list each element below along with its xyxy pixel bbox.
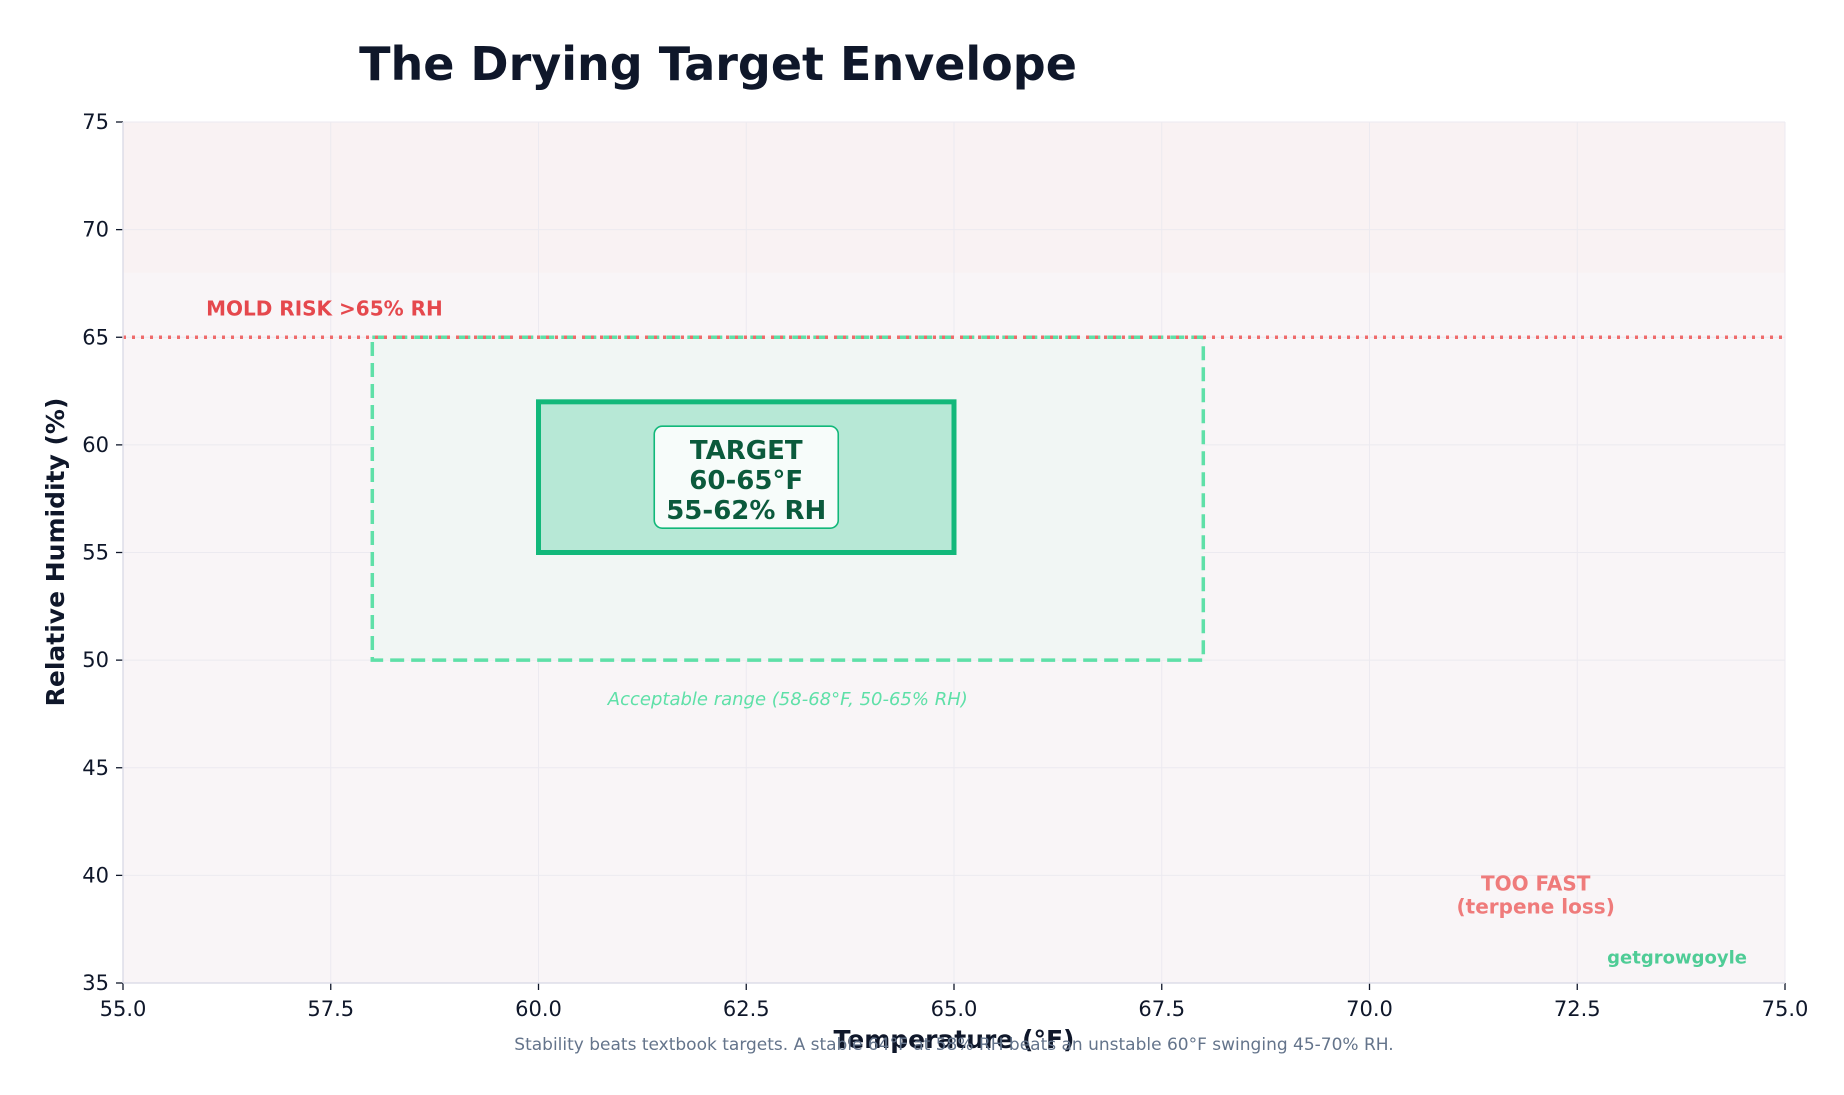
brand-watermark: getgrowgoyle bbox=[1607, 948, 1747, 969]
acceptable-range-label: Acceptable range (58-68°F, 50-65% RH) bbox=[607, 689, 968, 710]
x-axis-label: Temperature (°F) bbox=[834, 1025, 1075, 1054]
x-tick-labels: 55.0 57.5 60.0 62.5 65.0 67.5 70.0 72.5 75.0 bbox=[100, 997, 1809, 1021]
x-tick-label: 65.0 bbox=[931, 997, 978, 1021]
y-tick-label: 60 bbox=[82, 433, 109, 457]
x-tick-label: 62.5 bbox=[723, 997, 770, 1021]
y-tick-label: 55 bbox=[82, 541, 109, 565]
axes bbox=[116, 121, 1786, 990]
y-tick-label: 40 bbox=[82, 863, 109, 887]
y-tick-label: 65 bbox=[82, 325, 109, 349]
chart-title: The Drying Target Envelope bbox=[359, 37, 1077, 91]
x-tick-label: 55.0 bbox=[100, 997, 147, 1021]
x-tick-label: 67.5 bbox=[1138, 997, 1185, 1021]
too-fast-label: TOO FAST (terpene loss) bbox=[1457, 871, 1615, 918]
x-tick-label: 75.0 bbox=[1762, 997, 1809, 1021]
target-label-line: 55-62% RH bbox=[666, 496, 826, 526]
target-label-line: 60-65°F bbox=[689, 466, 803, 496]
mold-risk-label: MOLD RISK >65% RH bbox=[206, 296, 443, 320]
target-label-box bbox=[653, 425, 840, 529]
zones bbox=[123, 335, 1785, 662]
y-axis-label: Relative Humidity (%) bbox=[41, 398, 70, 707]
target-label: TARGET 60-65°F 55-62% RH bbox=[666, 436, 826, 526]
y-tick-label: 70 bbox=[82, 218, 109, 242]
grid-lines bbox=[122, 121, 1786, 984]
x-tick-label: 70.0 bbox=[1346, 997, 1393, 1021]
chart-caption: Stability beats textbook targets. A stab… bbox=[514, 1035, 1393, 1055]
x-tick-label: 72.5 bbox=[1554, 997, 1601, 1021]
y-tick-label: 50 bbox=[82, 648, 109, 672]
y-tick-label: 45 bbox=[82, 756, 109, 780]
x-tick-label: 60.0 bbox=[515, 997, 562, 1021]
y-tick-label: 35 bbox=[82, 971, 109, 995]
too-fast-label-line: TOO FAST bbox=[1481, 871, 1591, 895]
chart-annotations: TARGET 60-65°F 55-62% RH MOLD RISK >65% RH A… bbox=[206, 296, 1747, 968]
target-label-line: TARGET bbox=[690, 436, 803, 466]
y-tick-labels: 35 40 45 50 55 60 65 70 75 bbox=[82, 110, 109, 995]
x-tick-label: 57.5 bbox=[307, 997, 354, 1021]
too-fast-label-line: (terpene loss) bbox=[1457, 894, 1615, 918]
y-tick-label: 75 bbox=[82, 110, 109, 134]
